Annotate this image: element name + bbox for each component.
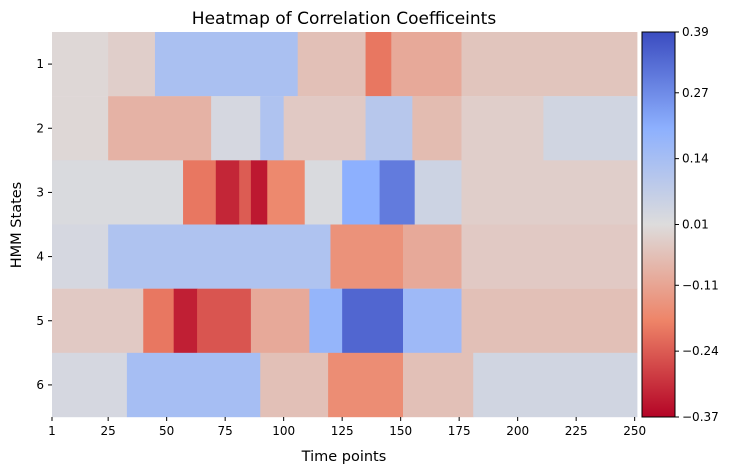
y-tick-label: 3	[36, 185, 44, 199]
heatmap-cell-state-3	[52, 160, 184, 225]
x-tick-label: 75	[218, 424, 233, 438]
heatmap-cell-state-4	[403, 224, 462, 289]
x-tick-label: 225	[565, 424, 588, 438]
colorbar-tick-label: −0.37	[682, 410, 719, 424]
heatmap-cell-state-1	[365, 32, 392, 97]
heatmap-cell-state-6	[260, 352, 329, 418]
heatmap-cell-state-2	[52, 96, 109, 161]
heatmap-cell-state-1	[297, 32, 366, 97]
x-tick-label: 50	[159, 424, 174, 438]
colorbar-tick-label: 0.27	[682, 86, 709, 100]
heatmap-cell-state-3	[215, 160, 240, 225]
heatmap-cell-state-3	[414, 160, 462, 225]
x-tick-label: 250	[623, 424, 646, 438]
heatmap-cell-state-5	[309, 288, 343, 354]
x-tick-label: 175	[448, 424, 471, 438]
chart-title: Heatmap of Correlation Coefficeints	[192, 9, 497, 29]
y-axis: 1 2 3 4 5 6	[36, 57, 52, 392]
heatmap-cell-state-3	[379, 160, 416, 225]
heatmap-cell-state-1	[461, 32, 638, 97]
heatmap-cell-state-1	[52, 32, 109, 97]
heatmap-cell-state-1	[391, 32, 462, 97]
heatmap-cell-state-6	[328, 352, 404, 418]
heatmap-cell-state-1	[154, 32, 299, 97]
y-tick-label: 5	[36, 314, 44, 328]
y-tick-label: 2	[36, 121, 44, 135]
heatmap-cell-state-3	[239, 160, 252, 225]
heatmap-cell-state-4	[52, 224, 109, 289]
colorbar-tick-label: 0.01	[682, 218, 709, 232]
x-tick-label: 100	[272, 424, 295, 438]
y-tick-label: 4	[36, 250, 44, 264]
heatmap-cell-state-2	[108, 96, 212, 161]
colorbar-gradient	[641, 31, 676, 418]
colorbar: 0.39 0.27 0.14 0.01 −0.11 −0.24 −0.37	[641, 25, 719, 424]
heatmap-cell-state-1	[108, 32, 156, 97]
heatmap-cell-state-4	[461, 224, 638, 289]
heatmap-cell-state-3	[304, 160, 343, 225]
x-tick-label: 125	[331, 424, 354, 438]
heatmap-cells	[52, 32, 638, 418]
heatmap-cell-state-3	[267, 160, 306, 225]
y-axis-label: HMM States	[9, 182, 25, 268]
heatmap-cell-state-2	[211, 96, 261, 161]
heatmap-cell-state-2	[283, 96, 366, 161]
heatmap-cell-state-4	[330, 224, 404, 289]
heatmap-cell-state-2	[365, 96, 413, 161]
y-tick-label: 6	[36, 378, 44, 392]
heatmap-cell-state-4	[108, 224, 331, 289]
x-axis-label: Time points	[301, 449, 387, 465]
heatmap-cell-state-2	[260, 96, 285, 161]
x-axis: 1 25 50 75 100 125 150 175 200 225 250	[48, 417, 646, 438]
heatmap-cell-state-3	[461, 160, 638, 225]
heatmap-cell-state-5	[403, 288, 462, 354]
heatmap-cell-state-6	[126, 352, 261, 418]
y-tick-label: 1	[36, 57, 44, 71]
colorbar-tick-label: −0.11	[682, 278, 719, 292]
x-tick-label: 25	[101, 424, 116, 438]
heatmap-cell-state-5	[461, 288, 638, 354]
heatmap-cell-state-6	[473, 352, 638, 418]
heatmap-cell-state-5	[250, 288, 310, 354]
colorbar-tick-label: 0.39	[682, 25, 709, 39]
heatmap-cell-state-5	[143, 288, 175, 354]
colorbar-tick-label: 0.14	[682, 152, 709, 166]
heatmap-cell-state-5	[173, 288, 198, 354]
x-tick-label: 1	[48, 424, 56, 438]
heatmap-cell-state-5	[197, 288, 252, 354]
x-tick-label: 200	[506, 424, 529, 438]
heatmap-cell-state-3	[183, 160, 217, 225]
heatmap-cell-state-5	[342, 288, 404, 354]
colorbar-tick-label: −0.24	[682, 344, 719, 358]
heatmap-cell-state-2	[412, 96, 462, 161]
heatmap-cell-state-2	[461, 96, 544, 161]
heatmap-cell-state-6	[52, 352, 128, 418]
heatmap-cell-state-2	[543, 96, 638, 161]
x-tick-label: 150	[389, 424, 412, 438]
heatmap-cell-state-6	[403, 352, 474, 418]
heatmap-cell-state-3	[250, 160, 268, 225]
heatmap-cell-state-3	[342, 160, 380, 225]
heatmap-cell-state-5	[52, 288, 144, 354]
